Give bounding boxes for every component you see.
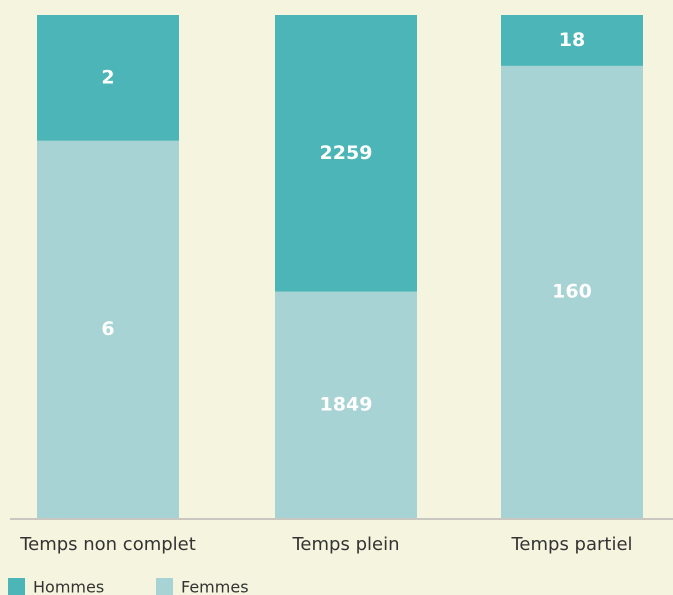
x-tick-label: Temps partiel [510, 534, 632, 555]
data-label: 160 [552, 280, 592, 302]
x-tick-label: Temps non complet [19, 534, 196, 555]
bar-segment [275, 15, 417, 292]
data-label: 1849 [320, 393, 373, 415]
bar-segment [501, 15, 643, 66]
bar-segment [275, 291, 417, 518]
legend-swatch [156, 578, 173, 595]
bar-segment [37, 140, 179, 518]
data-label: 18 [559, 29, 585, 51]
bar-segment [37, 15, 179, 141]
data-label: 6 [101, 318, 114, 340]
data-label: 2259 [320, 142, 373, 164]
bar-segment [501, 65, 643, 518]
data-label: 2 [101, 66, 114, 88]
legend-swatch [8, 578, 25, 595]
legend-label: Femmes [181, 578, 249, 595]
x-tick-label: Temps plein [292, 534, 400, 555]
legend-label: Hommes [33, 578, 104, 595]
